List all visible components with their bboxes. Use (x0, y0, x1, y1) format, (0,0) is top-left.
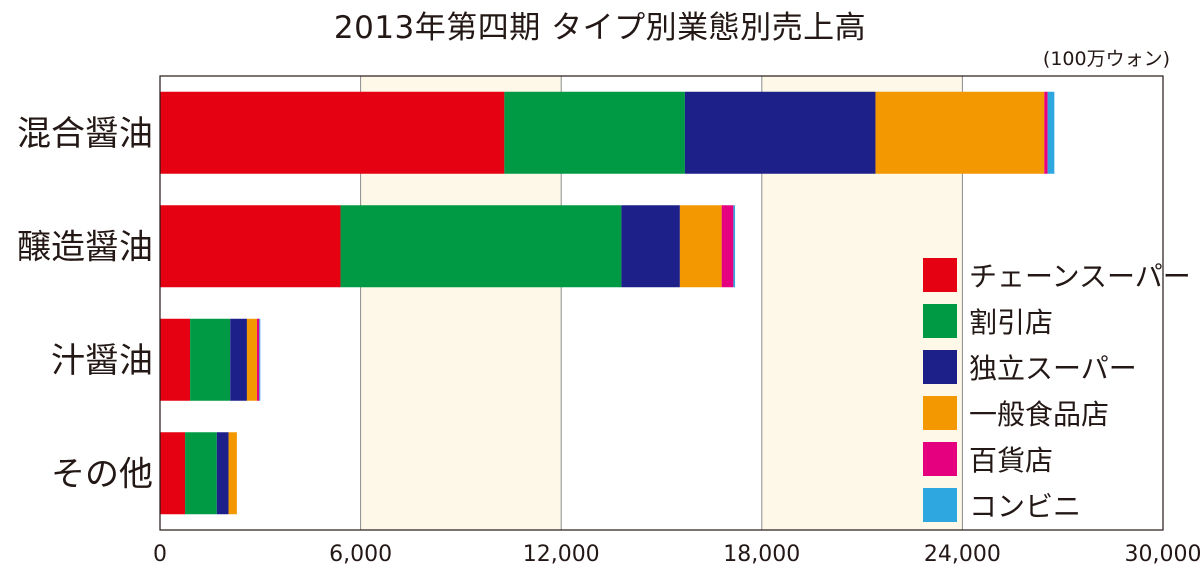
x-tick-label: 12,000 (523, 542, 600, 567)
bar-segment (256, 318, 260, 401)
bar-segment (684, 91, 876, 174)
bar-segment (259, 318, 261, 401)
x-tick-label: 6,000 (329, 542, 392, 567)
bar-segment (721, 205, 734, 288)
bar-segment (733, 205, 736, 288)
x-tick-label: 0 (153, 542, 167, 567)
bar-segment (246, 318, 257, 401)
bar-segment (160, 205, 341, 288)
bar-segment (185, 432, 217, 515)
category-label: 汁醤油 (51, 341, 153, 381)
x-tick-labels: 0 6,000 12,000 18,000 24,000 30,000 (153, 542, 1200, 567)
bar-segment (228, 432, 237, 515)
x-tick-label: 18,000 (723, 542, 800, 567)
bar-segment (160, 318, 191, 401)
category-label: 醸造醤油 (17, 227, 153, 267)
bar-segment (230, 318, 247, 401)
legend-swatch (923, 258, 957, 292)
legend-swatch (923, 350, 957, 384)
category-label: その他 (51, 454, 153, 494)
bar-segment (1044, 91, 1048, 174)
legend-swatch (923, 488, 957, 522)
legend-label: コンビニ (969, 490, 1081, 523)
bars (160, 91, 1055, 515)
bar-segment (216, 432, 229, 515)
bar-segment (679, 205, 722, 288)
legend-swatch (923, 442, 957, 476)
plot-frame (159, 75, 1164, 531)
bar-segment (340, 205, 622, 288)
bar-segment (160, 432, 186, 515)
unit-label: (100万ウォン) (1042, 48, 1170, 70)
legend-swatch (923, 304, 957, 338)
bar-segment (190, 318, 231, 401)
bar-segment (160, 91, 505, 174)
legend-label: チェーンスーパー (969, 260, 1191, 293)
legend-label: 独立スーパー (969, 352, 1137, 385)
legend-label: 一般食品店 (969, 398, 1109, 431)
x-tick-label: 30,000 (1125, 542, 1200, 567)
bar-segment (621, 205, 680, 288)
legend-label: 割引店 (969, 306, 1053, 339)
x-tick-label: 24,000 (924, 542, 1001, 567)
legend-label: 百貨店 (969, 444, 1053, 477)
category-label: 混合醤油 (17, 114, 153, 154)
bar-segment (504, 91, 685, 174)
bar-segment (875, 91, 1045, 174)
legend-swatch (923, 396, 957, 430)
chart-title: 2013年第四期 タイプ別業態別売上高 (333, 10, 867, 46)
bar-segment (1047, 91, 1055, 174)
